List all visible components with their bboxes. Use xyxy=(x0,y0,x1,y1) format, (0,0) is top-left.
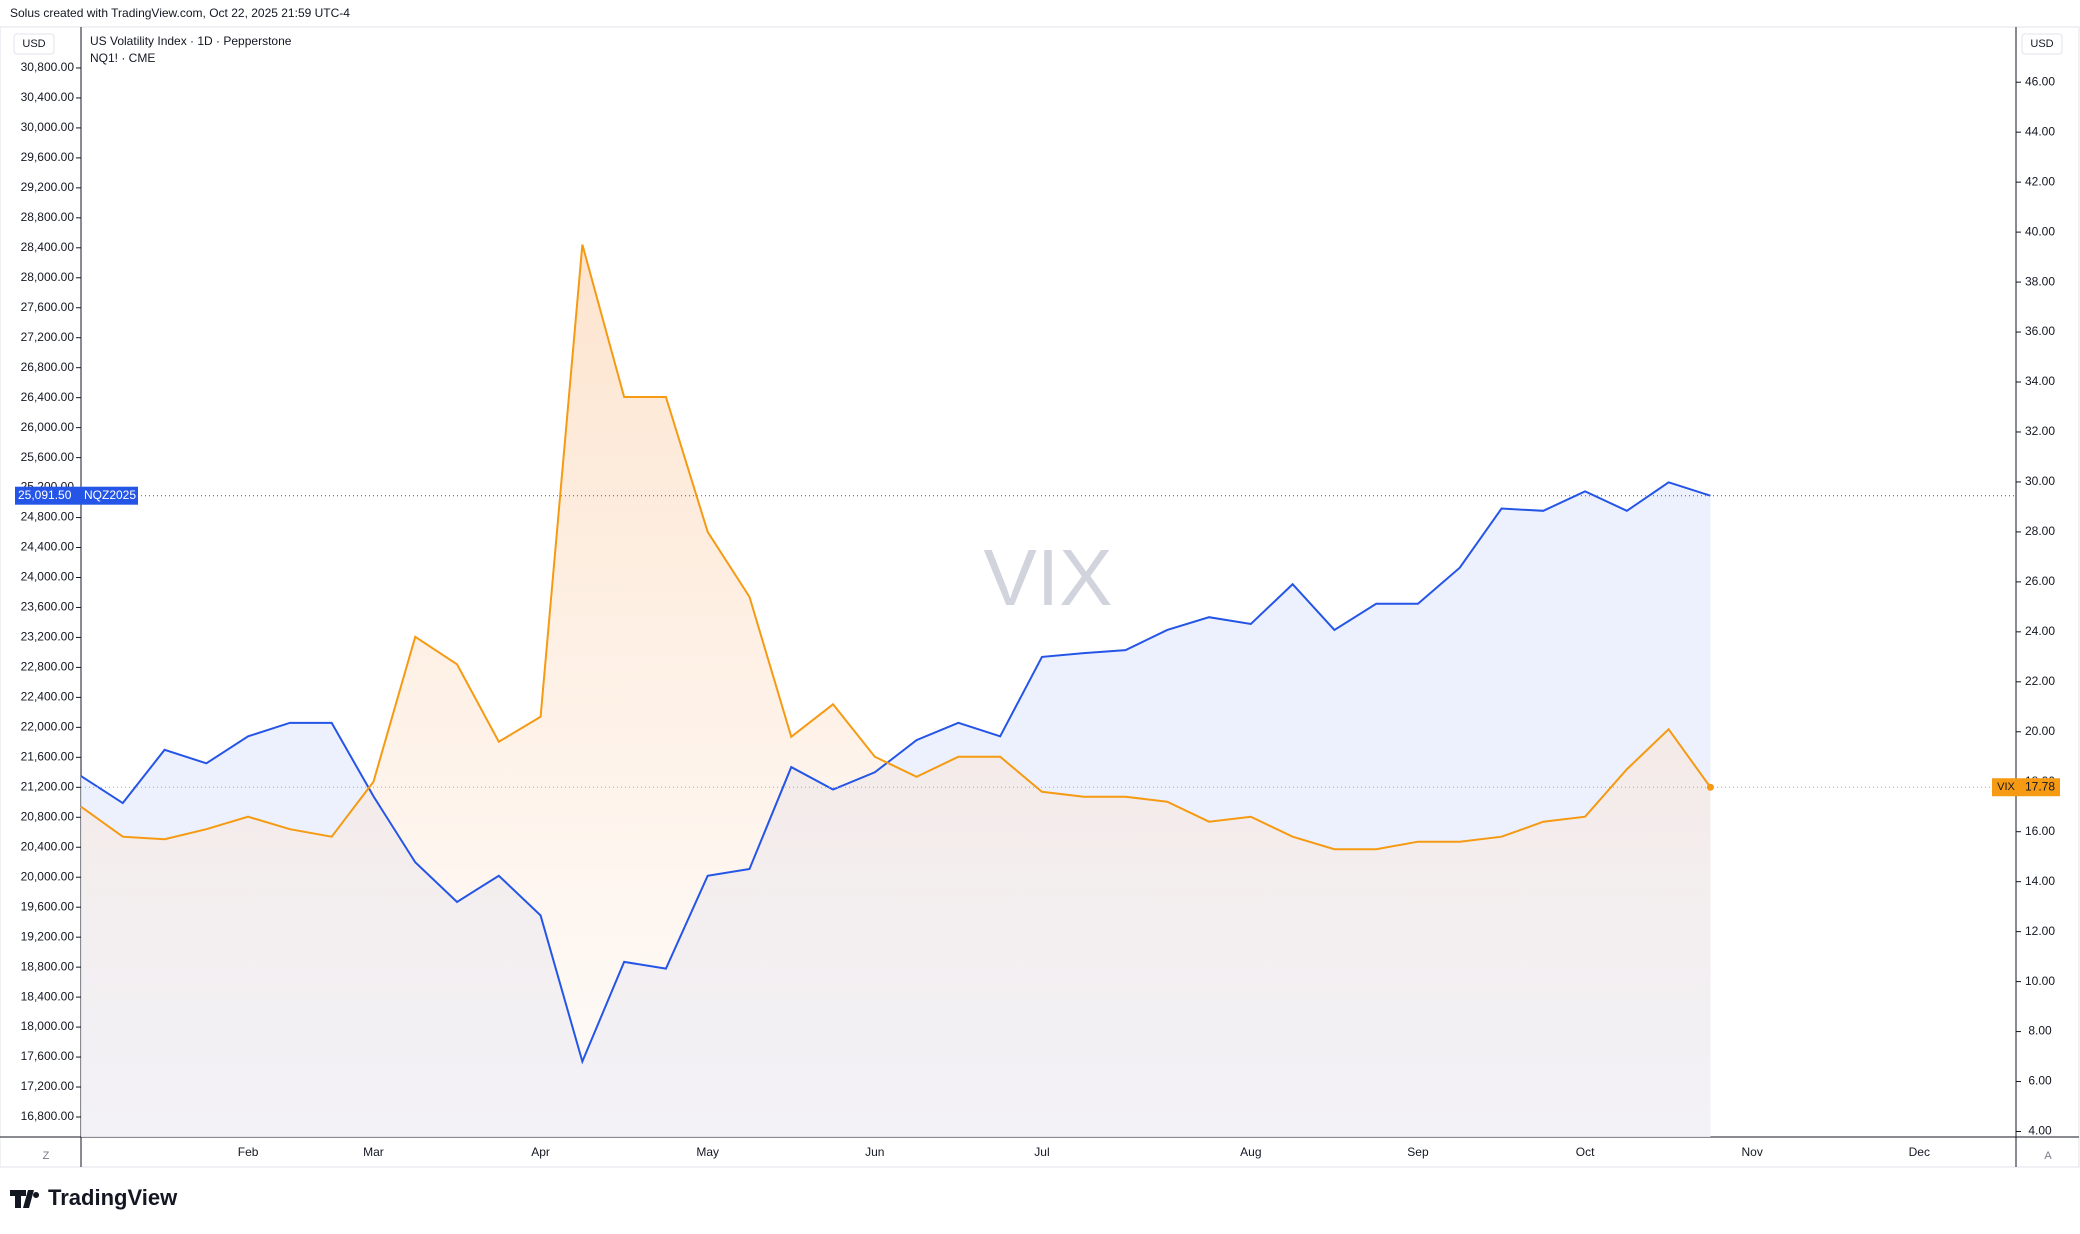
price-tag xyxy=(1992,778,2060,797)
y2-tick-label: 26.00 xyxy=(2025,574,2055,588)
y-tick-label: 21,200.00 xyxy=(21,779,75,793)
last-point xyxy=(1706,783,1714,791)
x-tick-label: Nov xyxy=(1742,1145,1763,1159)
x-tick-label: Jun xyxy=(865,1145,884,1159)
y-tick-label: 18,400.00 xyxy=(21,989,75,1003)
y2-tick-label: 16.00 xyxy=(2025,824,2055,838)
y2-tick-label: 6.00 xyxy=(2028,1074,2052,1088)
currency-box[interactable] xyxy=(2021,33,2063,55)
y-tick-label: 30,800.00 xyxy=(21,60,75,74)
y-tick-label: 18,800.00 xyxy=(21,959,75,973)
y-tick-label: 20,000.00 xyxy=(21,869,75,883)
brand: TradingView xyxy=(48,1185,178,1210)
x-tick-label: Sep xyxy=(1407,1145,1429,1159)
zoom-button[interactable]: Z xyxy=(43,1150,50,1162)
currency-left: USD xyxy=(22,38,45,50)
y2-tick-label: 4.00 xyxy=(2028,1124,2052,1138)
y-tick-label: 22,800.00 xyxy=(21,660,75,674)
y2-tick-label: 38.00 xyxy=(2025,274,2055,288)
y-tick-label: 29,200.00 xyxy=(21,180,75,194)
y-tick-label: 28,400.00 xyxy=(21,240,75,254)
header: Solus created with TradingView.com, Oct … xyxy=(10,6,350,20)
y2-tick-label: 32.00 xyxy=(2025,424,2055,438)
x-tick-label: Jul xyxy=(1034,1145,1049,1159)
y-tick-label: 26,000.00 xyxy=(21,420,75,434)
y2-tick-label: 14.00 xyxy=(2025,874,2055,888)
y-tick-label: 22,000.00 xyxy=(21,720,75,734)
legend-title: US Volatility Index · 1D · Pepperstone xyxy=(90,34,292,48)
y-tick-label: 27,600.00 xyxy=(21,300,75,314)
x-tick-label: Apr xyxy=(531,1145,550,1159)
y2-tick-label: 40.00 xyxy=(2025,224,2055,238)
currency-right: USD xyxy=(2030,38,2053,50)
y-tick-label: 24,800.00 xyxy=(21,510,75,524)
y-tick-label: 17,200.00 xyxy=(21,1079,75,1093)
y-tick-label: 28,000.00 xyxy=(21,270,75,284)
auto-button[interactable]: A xyxy=(2044,1150,2052,1162)
price-tag xyxy=(15,486,138,505)
y-tick-label: 23,200.00 xyxy=(21,630,75,644)
y2-tick-label: 42.00 xyxy=(2025,174,2055,188)
y-tick-label: 26,800.00 xyxy=(21,360,75,374)
y2-tick-label: 30.00 xyxy=(2025,474,2055,488)
y-tick-label: 22,400.00 xyxy=(21,690,75,704)
y-tick-label: 30,400.00 xyxy=(21,90,75,104)
y-tick-label: 24,000.00 xyxy=(21,570,75,584)
series-line xyxy=(80,481,1711,1065)
y2-tick-label: 10.00 xyxy=(2025,974,2055,988)
y-tick-label: 26,400.00 xyxy=(21,390,75,404)
y-tick-label: 19,200.00 xyxy=(21,929,75,943)
y2-tick-label: 24.00 xyxy=(2025,624,2055,638)
chart-frame xyxy=(0,26,2080,1168)
y2-tick-label: 44.00 xyxy=(2025,124,2055,138)
y-tick-label: 28,800.00 xyxy=(21,210,75,224)
y2-tick-label: 8.00 xyxy=(2028,1024,2052,1038)
y-tick-label: 16,800.00 xyxy=(21,1109,75,1123)
y2-tick-label: 28.00 xyxy=(2025,524,2055,538)
y-tick-label: 29,600.00 xyxy=(21,150,75,164)
y2-tick-label: 36.00 xyxy=(2025,324,2055,338)
price-label: 17.78 xyxy=(2025,779,2055,793)
y-tick-label: 18,000.00 xyxy=(21,1019,75,1033)
y-tick-label: 19,600.00 xyxy=(21,899,75,913)
series-tag: VIX xyxy=(1997,781,2015,793)
area xyxy=(81,244,1711,1137)
y2-tick-label: 34.00 xyxy=(2025,374,2055,388)
x-tick-label: Feb xyxy=(238,1145,259,1159)
x-tick-label: Mar xyxy=(363,1145,384,1159)
logo-mark xyxy=(10,1190,40,1208)
y-tick-label: 30,000.00 xyxy=(21,120,75,134)
y-tick-label: 20,800.00 xyxy=(21,809,75,823)
price-label: 25,091.50 xyxy=(18,488,72,502)
y2-tick-label: 46.00 xyxy=(2025,74,2055,88)
y-tick-label: 17,600.00 xyxy=(21,1049,75,1063)
y2-tick-label: 22.00 xyxy=(2025,674,2055,688)
series-line xyxy=(80,244,1712,851)
y-tick-label: 24,400.00 xyxy=(21,540,75,554)
y-tick-label: 25,600.00 xyxy=(21,450,75,464)
x-tick-label: Oct xyxy=(1576,1145,1595,1159)
x-tick-label: Dec xyxy=(1909,1145,1930,1159)
x-tick-label: May xyxy=(696,1145,719,1159)
y-tick-label: 20,400.00 xyxy=(21,839,75,853)
y-tick-label: 21,600.00 xyxy=(21,749,75,763)
currency-box[interactable] xyxy=(13,33,55,55)
brand-logo[interactable]: TradingView xyxy=(10,1185,178,1210)
y2-tick-label: 20.00 xyxy=(2025,724,2055,738)
y-tick-label: 23,600.00 xyxy=(21,600,75,614)
y-tick-label: 27,200.00 xyxy=(21,330,75,344)
legend-series: NQ1! · CME xyxy=(90,51,155,65)
y2-tick-label: 12.00 xyxy=(2025,924,2055,938)
watermark: VIX xyxy=(984,533,1113,622)
symbol-label: NQZ2025 xyxy=(84,488,136,502)
x-tick-label: Aug xyxy=(1240,1145,1261,1159)
